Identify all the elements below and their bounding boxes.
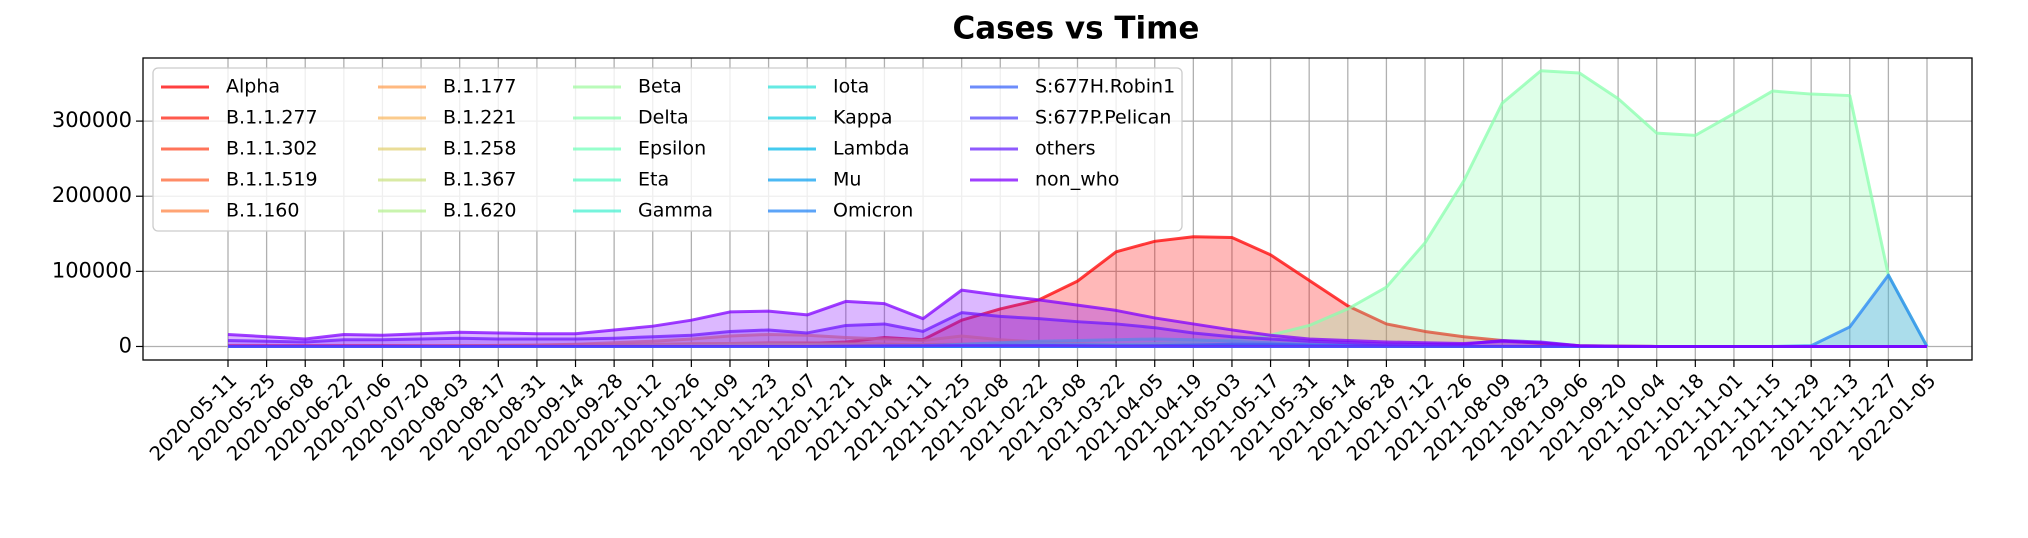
plot-frame [142, 57, 1973, 361]
legend-label: Delta [638, 107, 689, 129]
series-line [227, 288, 1927, 348]
y-tick-label: 200000 [52, 183, 132, 207]
legend-label: B.1.620 [443, 200, 516, 222]
legend-label: Eta [638, 169, 669, 191]
legend-label: Kappa [833, 107, 893, 129]
legend-label: Mu [833, 169, 861, 191]
area-fill [228, 290, 1927, 347]
legend-label: B.1.177 [443, 76, 516, 98]
legend-label: Alpha [226, 76, 280, 98]
legend-box [152, 67, 1183, 232]
area-fill [228, 70, 1927, 347]
legend-label: Iota [833, 76, 869, 98]
legend-label: B.1.221 [443, 107, 516, 129]
area-fill [228, 338, 1927, 347]
legend-label: S:677H.Robin1 [1035, 76, 1175, 98]
y-tick-label: 100000 [52, 258, 132, 282]
area-fill [228, 236, 1927, 347]
legend-label: Omicron [833, 200, 913, 222]
legend-label: Beta [638, 76, 682, 98]
legend-label: Lambda [833, 138, 910, 160]
legend-label: S:677P.Pelican [1035, 107, 1171, 129]
y-tick-label: 300000 [52, 108, 132, 132]
legend-label: others [1035, 138, 1096, 160]
legend-label: Gamma [638, 200, 713, 222]
legend-label: B.1.258 [443, 138, 516, 160]
legend-label: Epsilon [638, 138, 706, 160]
chart-title: Cases vs Time [953, 11, 1200, 47]
legend-label: B.1.1.277 [226, 107, 318, 129]
legend-label: B.1.1.519 [226, 169, 318, 191]
legend-label: B.1.160 [226, 200, 299, 222]
legend-label: non_who [1035, 169, 1119, 191]
legend-label: B.1.1.302 [226, 138, 318, 160]
legend-label: B.1.367 [443, 169, 516, 191]
y-tick-label: 0 [119, 333, 132, 357]
